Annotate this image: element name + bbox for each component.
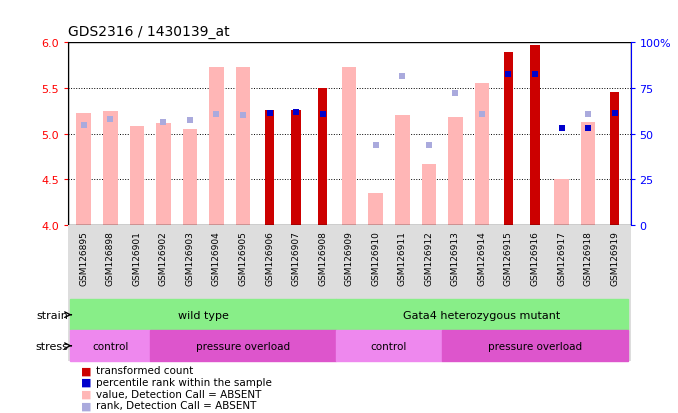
Text: GSM126917: GSM126917 [557,231,566,286]
Bar [422,164,436,225]
Text: GSM126905: GSM126905 [239,231,247,286]
Bar [395,116,410,225]
Bar [336,330,442,361]
Bar [442,330,628,361]
Bar [581,122,595,225]
Text: GSM126916: GSM126916 [530,231,540,286]
Text: wild type: wild type [178,310,228,320]
Text: GSM126914: GSM126914 [477,231,486,286]
Text: rank, Detection Call = ABSENT: rank, Detection Call = ABSENT [96,400,257,410]
Text: GSM126898: GSM126898 [106,231,115,286]
Text: GSM126901: GSM126901 [132,231,141,286]
Text: GDS2316 / 1430139_at: GDS2316 / 1430139_at [68,25,229,39]
Text: ■: ■ [81,377,92,387]
Text: GSM126913: GSM126913 [451,231,460,286]
Text: percentile rank within the sample: percentile rank within the sample [96,377,272,387]
Text: transformed count: transformed count [96,366,193,375]
Text: GSM126911: GSM126911 [398,231,407,286]
Bar [318,89,327,225]
Text: GSM126910: GSM126910 [372,231,380,286]
Text: pressure overload: pressure overload [196,341,290,351]
Bar [475,84,490,225]
Bar [368,193,383,225]
Bar [103,112,117,225]
Text: GSM126908: GSM126908 [318,231,327,286]
Text: GSM126919: GSM126919 [610,231,619,286]
Bar [129,127,144,225]
Text: GSM126915: GSM126915 [504,231,513,286]
Text: GSM126904: GSM126904 [212,231,221,286]
Text: GSM126909: GSM126909 [344,231,354,286]
Text: GSM126902: GSM126902 [159,231,168,286]
Bar [182,130,197,225]
Text: Gata4 heterozygous mutant: Gata4 heterozygous mutant [403,310,561,320]
Text: GSM126903: GSM126903 [185,231,195,286]
Bar [504,52,513,225]
Text: control: control [92,341,128,351]
Text: strain: strain [37,310,68,320]
Bar [71,299,336,330]
Text: ■: ■ [81,400,92,410]
Bar [292,111,301,225]
Bar [156,123,171,225]
Text: GSM126895: GSM126895 [79,231,88,286]
Bar [448,118,462,225]
Text: GSM126912: GSM126912 [424,231,433,286]
Bar [342,68,357,225]
Text: stress: stress [35,341,68,351]
Bar [610,93,619,225]
Bar [236,68,250,225]
Text: GSM126907: GSM126907 [292,231,300,286]
Bar [265,111,274,225]
Bar [209,68,224,225]
Bar [71,330,150,361]
Bar [150,330,336,361]
Text: control: control [371,341,407,351]
Text: value, Detection Call = ABSENT: value, Detection Call = ABSENT [96,389,262,399]
Text: GSM126918: GSM126918 [584,231,593,286]
Text: pressure overload: pressure overload [488,341,582,351]
Text: ■: ■ [81,366,92,375]
Bar [530,46,540,225]
Text: GSM126906: GSM126906 [265,231,274,286]
Bar [336,299,628,330]
Bar [554,180,569,225]
Text: ■: ■ [81,389,92,399]
Bar [77,113,91,225]
